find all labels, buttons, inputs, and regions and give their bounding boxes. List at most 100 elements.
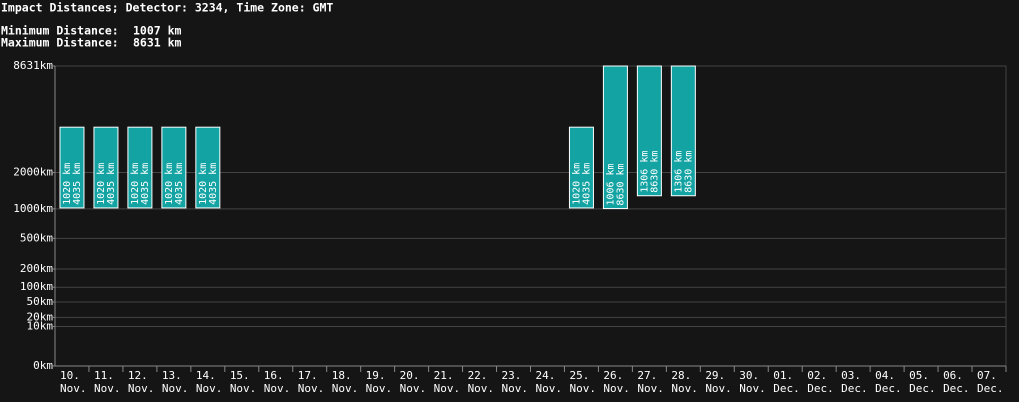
bar xyxy=(161,126,187,209)
x-tick-label: Nov. xyxy=(94,382,121,395)
x-tick-label: 26. xyxy=(603,369,623,382)
bar xyxy=(568,126,594,209)
x-tick-label: Nov. xyxy=(366,382,393,395)
x-tick-label: 01. xyxy=(773,369,793,382)
value-label: 8630 km xyxy=(615,163,626,205)
y-tick-label: 1000km xyxy=(13,202,53,215)
bar xyxy=(670,65,696,197)
y-tick-label: 10km xyxy=(27,320,54,333)
x-tick-label: 05. xyxy=(909,369,929,382)
x-tick-label: 03. xyxy=(841,369,861,382)
x-tick-label: 27. xyxy=(637,369,657,382)
x-tick-label: Nov. xyxy=(536,382,563,395)
x-tick-label: Dec. xyxy=(807,382,834,395)
x-tick-label: Dec. xyxy=(875,382,902,395)
x-tick-label: 04. xyxy=(875,369,895,382)
x-tick-label: Nov. xyxy=(332,382,359,395)
x-tick-label: Dec. xyxy=(841,382,868,395)
summary-value: 1007 km xyxy=(133,24,182,38)
y-tick-label: 0km xyxy=(33,359,53,372)
value-label: 1020 km xyxy=(164,163,175,205)
value-label: 1006 km xyxy=(605,163,616,205)
y-tick-label: 200km xyxy=(20,262,53,275)
value-label: 4035 km xyxy=(581,163,592,205)
x-tick-label: Dec. xyxy=(909,382,936,395)
value-label: 1020 km xyxy=(62,163,73,205)
x-tick-label: Nov. xyxy=(739,382,766,395)
x-tick-label: 19. xyxy=(366,369,386,382)
x-tick-label: 22. xyxy=(468,369,488,382)
x-tick-label: 29. xyxy=(705,369,725,382)
y-tick-label: 8631km xyxy=(13,59,53,72)
value-label: 1020 km xyxy=(96,163,107,205)
value-label: 4035 km xyxy=(208,163,219,205)
x-tick-label: Nov. xyxy=(162,382,189,395)
y-tick-label: 50km xyxy=(27,295,54,308)
bar xyxy=(59,126,85,209)
summary-label: Minimum Distance: xyxy=(1,24,119,38)
summary-value: 8631 km xyxy=(133,36,182,50)
x-tick-label: 28. xyxy=(671,369,691,382)
y-tick-label: 500km xyxy=(20,231,53,244)
x-tick-label: Nov. xyxy=(298,382,325,395)
x-tick-label: Nov. xyxy=(671,382,698,395)
x-tick-label: Nov. xyxy=(569,382,596,395)
bar xyxy=(602,65,628,210)
x-tick-label: Dec. xyxy=(943,382,970,395)
value-label: 4035 km xyxy=(140,163,151,205)
x-tick-label: Nov. xyxy=(60,382,87,395)
x-tick-label: 14. xyxy=(196,369,216,382)
x-tick-label: Dec. xyxy=(773,382,800,395)
x-tick-label: 07. xyxy=(977,369,997,382)
value-label: 8630 km xyxy=(683,151,694,193)
x-tick-label: 10. xyxy=(60,369,80,382)
y-tick-label: 20km xyxy=(27,310,54,323)
x-tick-label: Nov. xyxy=(128,382,155,395)
value-label: 4035 km xyxy=(106,163,117,205)
x-tick-label: 06. xyxy=(943,369,963,382)
value-label: 1306 km xyxy=(639,151,650,193)
value-label: 4035 km xyxy=(174,163,185,205)
value-label: 1020 km xyxy=(571,163,582,205)
x-tick-label: 15. xyxy=(230,369,250,382)
x-tick-label: 16. xyxy=(264,369,284,382)
value-label: 8630 km xyxy=(649,151,660,193)
x-tick-label: 13. xyxy=(162,369,182,382)
y-tick-label: 2000km xyxy=(13,166,53,179)
x-tick-label: Nov. xyxy=(603,382,630,395)
x-tick-label: 30. xyxy=(739,369,759,382)
value-label: 1020 km xyxy=(130,163,141,205)
x-tick-label: 02. xyxy=(807,369,827,382)
x-tick-label: Nov. xyxy=(230,382,256,395)
x-tick-label: Dec. xyxy=(977,382,1004,395)
x-tick-label: Nov. xyxy=(434,382,461,395)
x-tick-label: Nov. xyxy=(637,382,664,395)
value-label: 1306 km xyxy=(673,151,684,193)
bar xyxy=(636,65,662,197)
bar xyxy=(93,126,119,209)
x-tick-label: Nov. xyxy=(264,382,291,395)
value-label: 1020 km xyxy=(198,163,209,205)
y-tick-label: 100km xyxy=(20,280,53,293)
x-tick-label: 17. xyxy=(298,369,318,382)
x-tick-label: 25. xyxy=(569,369,589,382)
value-label: 4035 km xyxy=(72,163,83,205)
x-tick-label: 18. xyxy=(332,369,352,382)
summary-label: Maximum Distance: xyxy=(1,36,119,50)
x-tick-label: Nov. xyxy=(705,382,732,395)
x-tick-label: Nov. xyxy=(502,382,529,395)
bar xyxy=(195,126,221,209)
x-tick-label: Nov. xyxy=(400,382,427,395)
x-tick-label: 20. xyxy=(400,369,420,382)
x-tick-label: 23. xyxy=(502,369,522,382)
x-tick-label: 24. xyxy=(536,369,556,382)
x-tick-label: 21. xyxy=(434,369,454,382)
x-tick-label: 12. xyxy=(128,369,148,382)
chart-title: Impact Distances; Detector: 3234, Time Z… xyxy=(1,1,333,15)
x-tick-label: Nov. xyxy=(468,382,495,395)
x-tick-label: Nov. xyxy=(196,382,223,395)
bar xyxy=(127,126,153,209)
x-tick-label: 11. xyxy=(94,369,114,382)
